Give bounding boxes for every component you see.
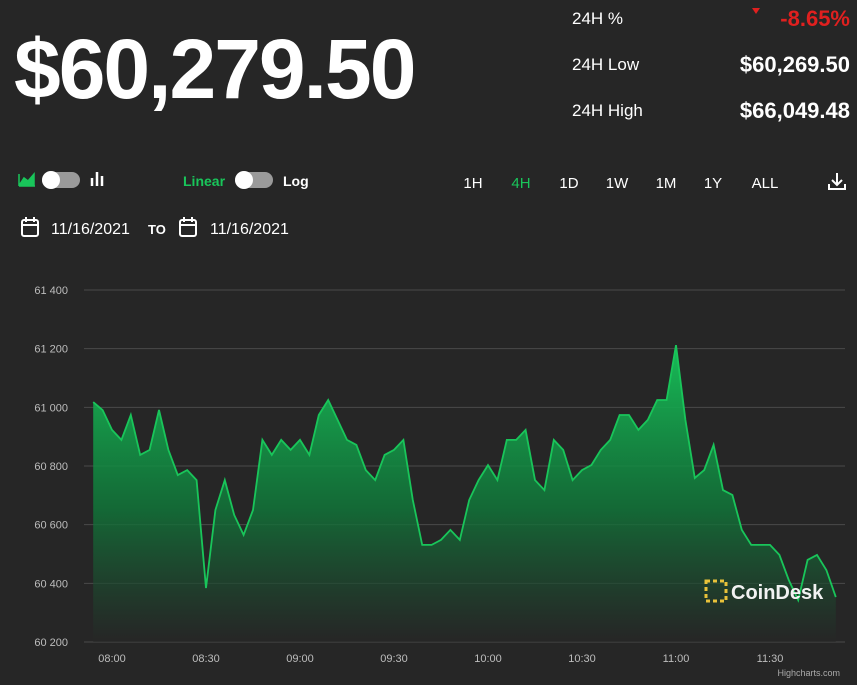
range-button[interactable]: ALL: [752, 175, 779, 192]
stat-label: 24H Low: [572, 55, 640, 74]
scale-toggle[interactable]: [235, 171, 273, 189]
x-tick-label: 10:00: [474, 653, 502, 665]
stat-label: 24H High: [572, 101, 643, 120]
range-button[interactable]: 4H: [511, 175, 530, 192]
y-tick-label: 61 400: [34, 285, 68, 297]
download-icon[interactable]: [828, 173, 846, 190]
range-button[interactable]: 1D: [559, 175, 578, 192]
down-arrow: [752, 8, 760, 14]
y-tick-label: 60 800: [34, 461, 68, 473]
range-button[interactable]: 1M: [656, 175, 677, 192]
stat-value: -8.65%: [780, 6, 850, 31]
x-tick-label: 10:30: [568, 653, 596, 665]
x-tick-label: 09:30: [380, 653, 408, 665]
x-tick-label: 09:00: [286, 653, 314, 665]
log-label[interactable]: Log: [283, 173, 309, 189]
y-tick-label: 60 200: [34, 637, 68, 649]
calendar-icon[interactable]: [21, 217, 39, 237]
credits: Highcharts.com: [777, 668, 840, 678]
x-tick-label: 11:30: [757, 653, 784, 665]
area: [93, 345, 836, 642]
x-tick-label: 08:00: [98, 653, 126, 665]
y-tick-label: 60 600: [34, 520, 68, 532]
plot: 60 200 60 400 60 600 60 800 61 000 61 200 61 4…: [34, 285, 845, 665]
date-from[interactable]: 11/16/2021: [51, 221, 130, 238]
watermark-text: CoinDesk: [731, 582, 824, 604]
date-to-label: TO: [148, 222, 166, 237]
y-tick-label: 61 200: [34, 344, 68, 356]
x-tick-label: 11:00: [663, 653, 690, 665]
calendar-icon[interactable]: [179, 217, 197, 237]
range-buttons: 1H 4H 1D 1W 1M 1Y ALL: [463, 175, 778, 192]
stat-value: $66,049.48: [740, 98, 850, 123]
line: [92, 344, 837, 603]
range-button[interactable]: 1Y: [704, 175, 722, 192]
range-button[interactable]: 1W: [606, 175, 629, 192]
stat-label: 24H %: [572, 9, 623, 28]
range-button[interactable]: 1H: [463, 175, 482, 192]
y-tick-label: 60 400: [34, 578, 68, 590]
watermark: CoinDesk: [704, 579, 824, 604]
y-tick-label: 61 000: [34, 402, 68, 414]
stat-value: $60,269.50: [740, 52, 850, 77]
chart-type-toggle[interactable]: [18, 171, 104, 189]
price: $60,279.50: [14, 22, 414, 116]
linear-label[interactable]: Linear: [183, 173, 226, 189]
date-to[interactable]: 11/16/2021: [210, 221, 289, 238]
x-tick-label: 08:30: [192, 653, 220, 665]
